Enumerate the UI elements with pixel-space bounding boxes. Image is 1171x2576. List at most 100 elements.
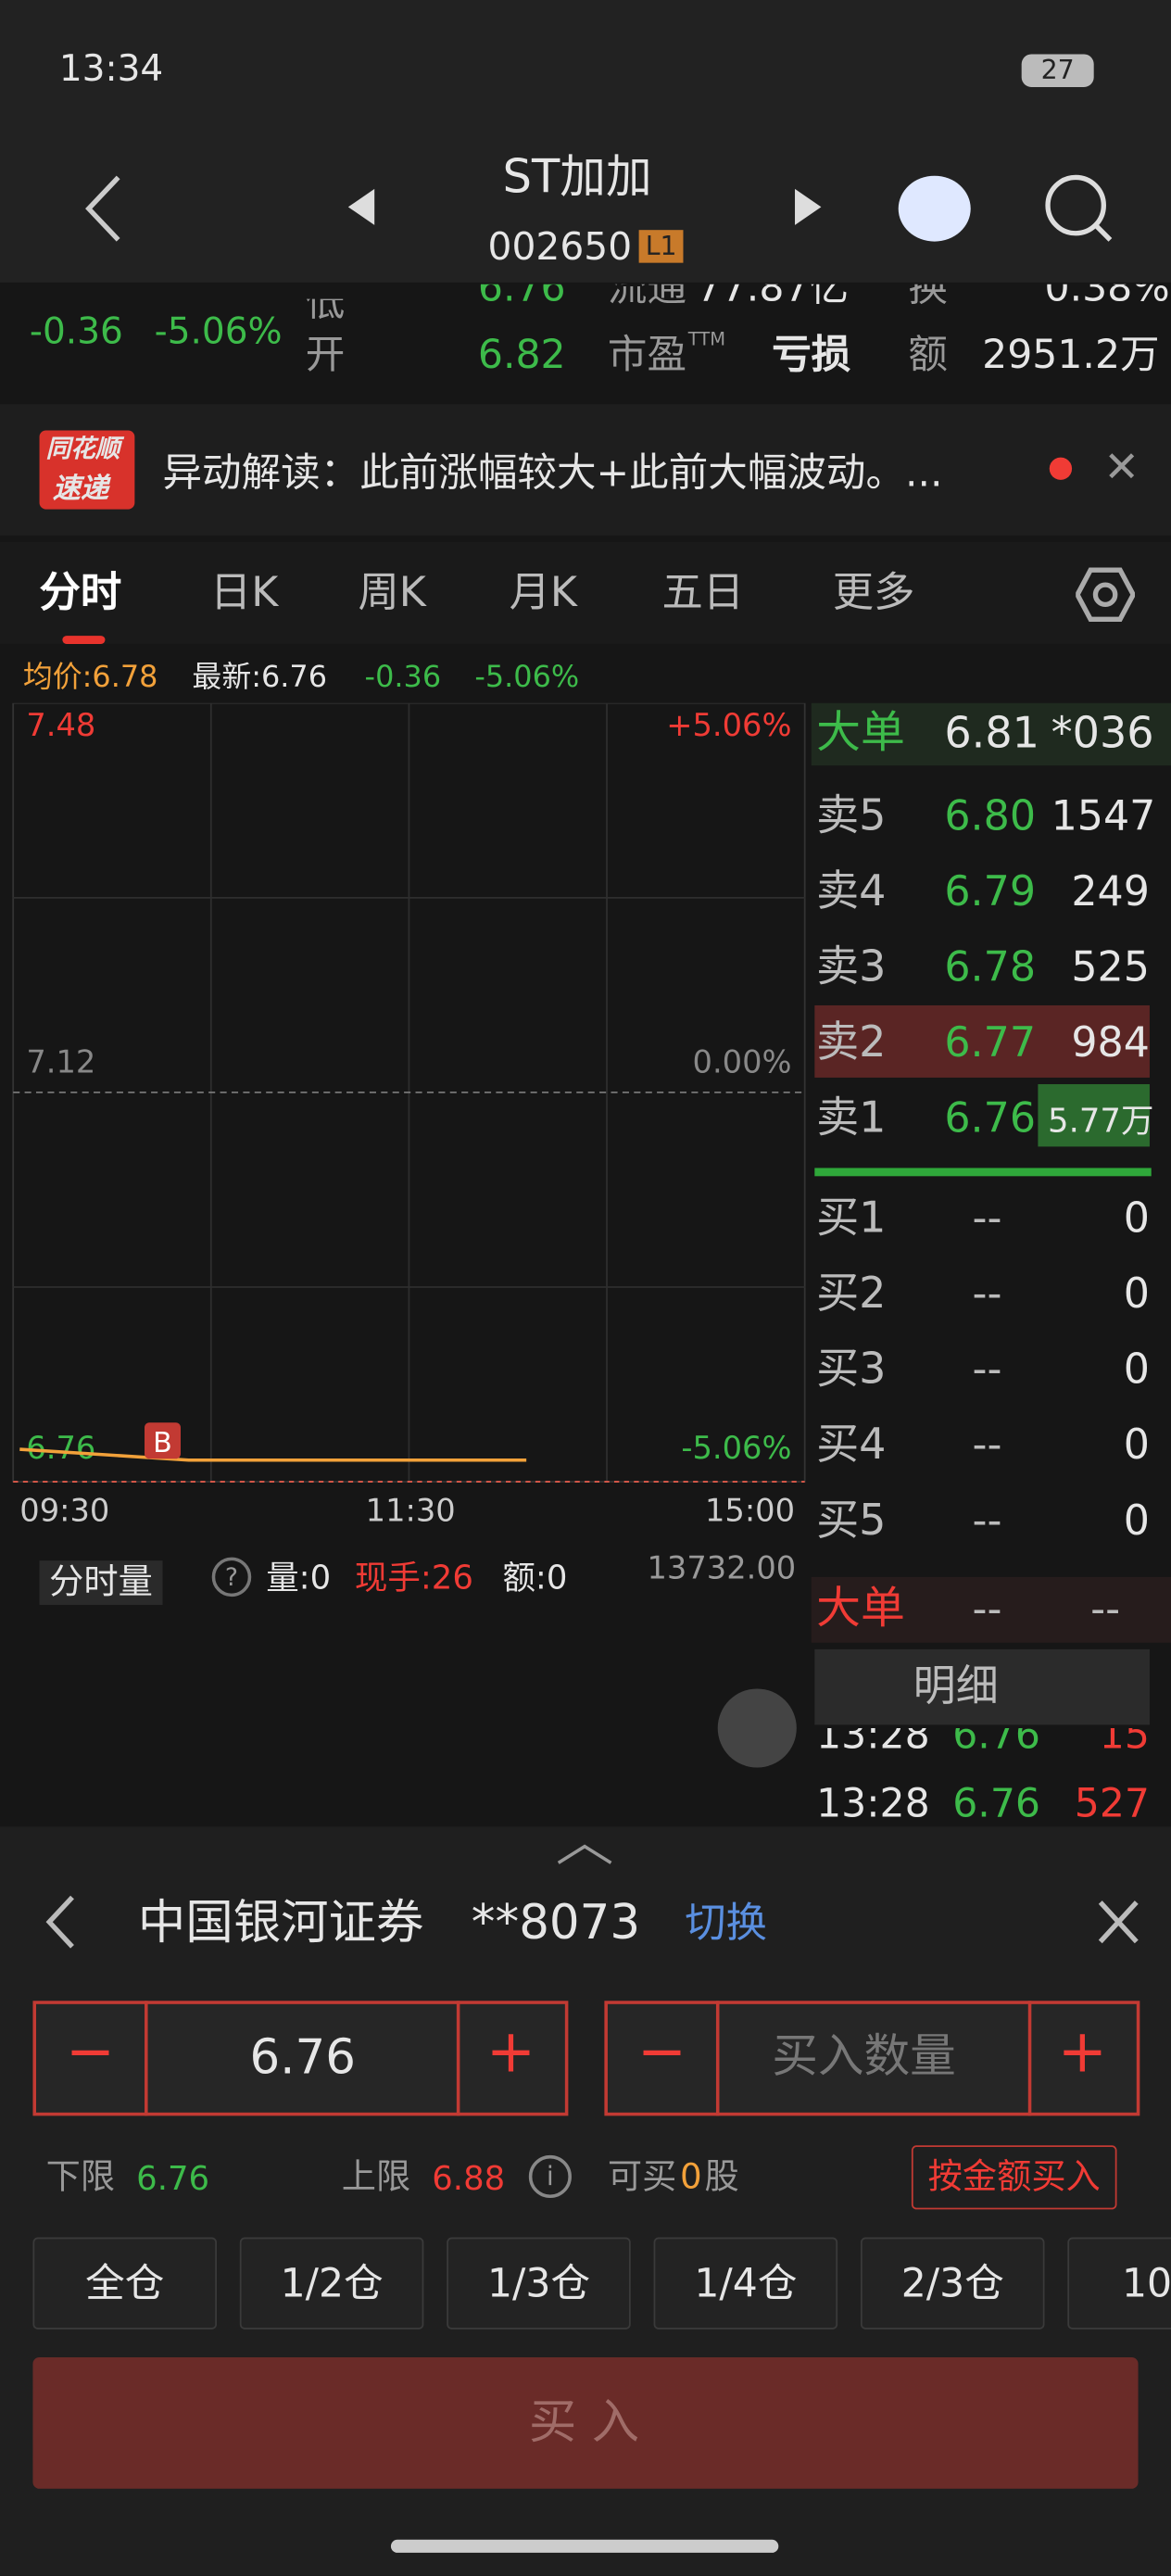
bid-vol: 0: [1123, 1345, 1150, 1394]
news-badge: [39, 430, 135, 510]
big2-vol: --: [1090, 1585, 1121, 1634]
position-button[interactable]: [653, 2237, 838, 2330]
ask-label: 卖2: [816, 1018, 887, 1068]
book-divider: [814, 1168, 1152, 1177]
news-bar[interactable]: [0, 404, 1171, 536]
price-value: 6.76: [249, 2028, 356, 2085]
ask-price: 6.76: [944, 1093, 1037, 1143]
trade-price: 6.76: [952, 1780, 1040, 1827]
ask-label: 卖5: [816, 791, 887, 841]
bid-vol: 0: [1123, 1269, 1150, 1318]
settings[interactable]: [1076, 565, 1136, 625]
vol-highlight: [1038, 1084, 1150, 1147]
switch[interactable]: 切换: [685, 1899, 767, 1947]
change-pct: -5.06%: [154, 311, 283, 354]
qty-minus[interactable]: −: [636, 2018, 687, 2087]
buy-label: 买 入: [528, 2393, 640, 2450]
panel-back[interactable]: [45, 1895, 74, 1949]
home-indicator: [390, 2539, 779, 2553]
detail-bar: [814, 1648, 1150, 1725]
ask-label: 卖3: [816, 942, 887, 992]
volume-selector[interactable]: 分时量: [39, 1560, 163, 1606]
bid-price: --: [972, 1345, 1002, 1394]
big-order-bg: [811, 702, 1171, 766]
account: **8073: [471, 1894, 641, 1951]
news-close[interactable]: ✕: [1103, 443, 1140, 493]
position-button[interactable]: [447, 2237, 631, 2330]
pe: 亏损: [772, 332, 851, 378]
ask-vol: 984: [1071, 1018, 1150, 1067]
price-minus[interactable]: −: [65, 2018, 116, 2087]
price-plus[interactable]: +: [485, 2018, 536, 2087]
assistant[interactable]: [898, 175, 971, 242]
vol-amount: 额:0: [502, 1557, 568, 1597]
buy-button[interactable]: [32, 2356, 1139, 2489]
big-label: 大单: [816, 708, 905, 760]
big2-bg: [811, 1576, 1171, 1643]
y-tick-label: 7.12: [26, 1044, 95, 1080]
amount: 2951.2万: [982, 332, 1160, 378]
can-buy: 0: [679, 2156, 702, 2197]
time: 13:34: [58, 49, 164, 91]
qty-plus[interactable]: +: [1057, 2018, 1108, 2087]
bid-label: 买3: [816, 1345, 887, 1395]
big2-label: 大单: [816, 1583, 905, 1635]
position-label: 1/2仓: [280, 2260, 384, 2307]
upper: 6.88: [432, 2158, 506, 2199]
float-label: 流通: [607, 264, 687, 311]
stock-code: 002650: [487, 226, 633, 270]
pct-label: 0.00%: [693, 1044, 792, 1080]
fullscreen[interactable]: [717, 1688, 797, 1768]
back[interactable]: [85, 175, 120, 242]
big-vol: *036: [1051, 709, 1154, 760]
qty-input[interactable]: [604, 2001, 1140, 2116]
latest-price: 最新:6.76: [192, 660, 328, 695]
x-tick-label: 09:30: [19, 1493, 109, 1529]
buy-marker-bg: [145, 1422, 182, 1459]
avg-line: [19, 1447, 527, 1462]
ask-price: 6.79: [944, 867, 1037, 915]
x-tick-label: 11:30: [366, 1493, 456, 1529]
help[interactable]: ?: [211, 1557, 252, 1597]
battery: 27: [1021, 54, 1094, 87]
hand: 现手:26: [354, 1557, 473, 1597]
tab[interactable]: 分时: [39, 568, 122, 616]
prev[interactable]: [347, 188, 375, 225]
can-buy-prefix: 可买: [607, 2156, 677, 2197]
tab[interactable]: 月K: [509, 568, 577, 616]
tab[interactable]: 周K: [358, 568, 426, 616]
tab[interactable]: 日K: [209, 568, 279, 616]
info[interactable]: i: [528, 2154, 572, 2199]
trade-time: 13:28: [816, 1711, 930, 1758]
lower-label: 下限: [45, 2156, 116, 2197]
panel-close[interactable]: [1098, 1900, 1139, 1944]
pct-label: -5.06%: [681, 1430, 791, 1466]
info-pct: -5.06%: [474, 660, 580, 695]
ask-vol: 249: [1071, 867, 1150, 915]
pe-sup: TTM: [687, 328, 726, 350]
position-button[interactable]: [860, 2237, 1045, 2330]
bid-label: 买1: [816, 1193, 887, 1244]
next[interactable]: [795, 188, 822, 225]
position-label: 1/3仓: [486, 2260, 590, 2307]
search[interactable]: [1045, 174, 1106, 236]
stock-name: ST加加: [502, 149, 652, 204]
bid-vol: 0: [1123, 1496, 1150, 1545]
float: 77.87亿: [696, 264, 850, 311]
change: -0.36: [29, 311, 123, 354]
big-price: 6.81: [944, 709, 1039, 760]
trade-icons: [45, 1844, 1139, 1949]
tab[interactable]: 更多: [832, 568, 915, 616]
x-tick-label: 15:00: [705, 1493, 795, 1529]
position-button[interactable]: [239, 2237, 424, 2330]
tab[interactable]: 五日: [661, 568, 745, 616]
info-change: -0.36: [364, 660, 442, 695]
amount-buy[interactable]: 按金额买入: [911, 2145, 1117, 2210]
position-button[interactable]: [32, 2237, 218, 2330]
position-button[interactable]: [1067, 2237, 1171, 2330]
detail[interactable]: 明细: [913, 1662, 999, 1712]
ask-vol: 1547: [1051, 791, 1156, 840]
price-input[interactable]: [32, 2001, 569, 2116]
avg-price: 均价:6.78: [22, 660, 158, 695]
